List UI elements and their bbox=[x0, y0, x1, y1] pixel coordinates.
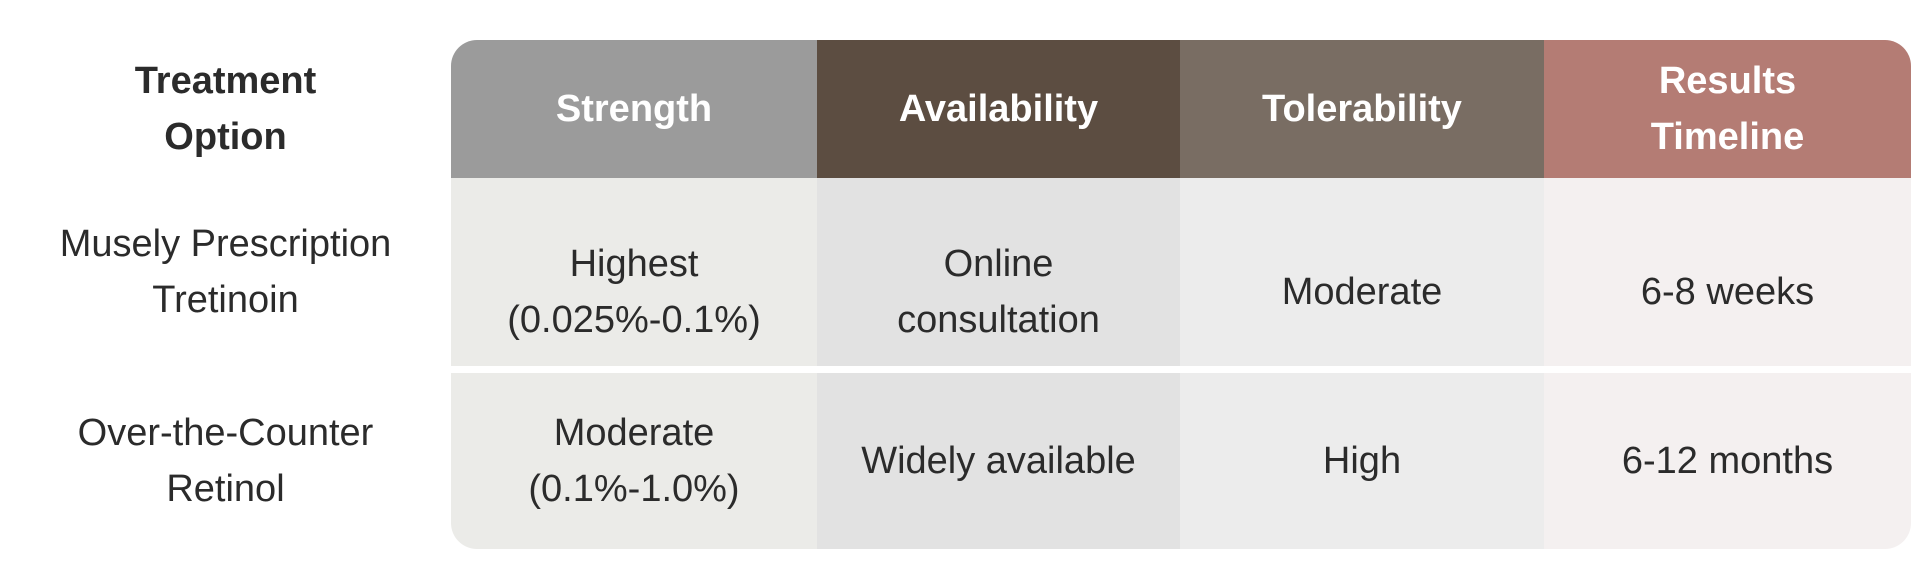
cell-retinol-availability: Widely available bbox=[817, 373, 1180, 549]
comparison-table: Strength Availability Tolerability Resul… bbox=[451, 40, 1911, 549]
header-results-timeline: Results Timeline bbox=[1544, 40, 1911, 178]
header-treatment-option: Treatment Option bbox=[134, 60, 317, 158]
cell-retinol-strength: Moderate (0.1%-1.0%) bbox=[451, 373, 817, 549]
cell-retinol-tolerability: High bbox=[1180, 373, 1544, 549]
cell-retinol-timeline: 6-12 months bbox=[1544, 373, 1911, 549]
row-label-otc-retinol: Over-the-Counter Retinol bbox=[77, 412, 374, 510]
header-tolerability: Tolerability bbox=[1180, 40, 1544, 178]
header-strength: Strength bbox=[451, 40, 817, 178]
row-label-musely: Musely Prescription Tretinoin bbox=[59, 223, 392, 321]
header-availability: Availability bbox=[817, 40, 1180, 178]
row-divider bbox=[451, 366, 1911, 373]
